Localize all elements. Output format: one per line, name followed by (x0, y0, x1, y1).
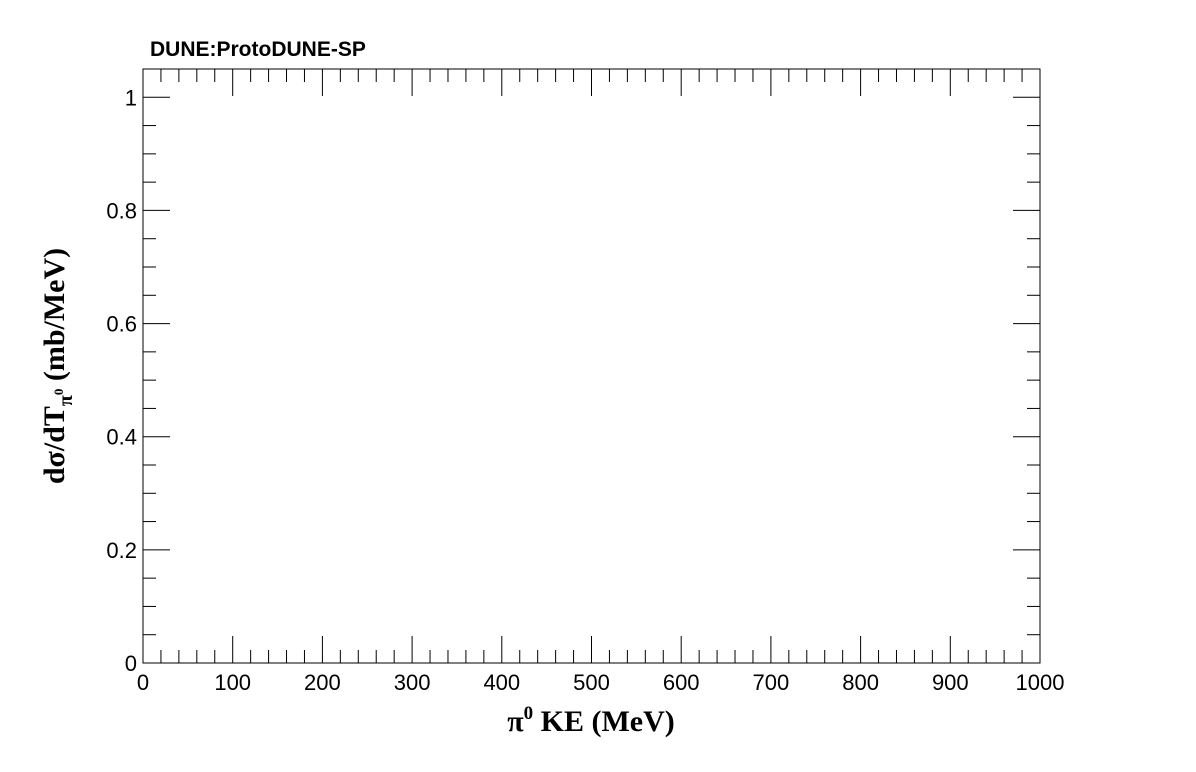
x-tick-label: 900 (932, 670, 969, 695)
x-axis-title-superscript: 0 (524, 703, 534, 724)
y-axis-title-subscript: π (55, 395, 77, 406)
y-axis-title-subscript-superscript: 0 (51, 389, 66, 396)
x-axis-title-rest: KE (MeV) (533, 705, 675, 738)
x-tick-label: 400 (483, 670, 520, 695)
x-tick-label: 300 (394, 670, 431, 695)
y-axis-title-rest: (mb/MeV) (38, 248, 71, 389)
x-tick-label: 600 (663, 670, 700, 695)
x-tick-label: 100 (214, 670, 251, 695)
y-axis-title-base: dσ/dT (38, 406, 71, 484)
y-tick-label: 0.2 (106, 538, 137, 563)
x-axis-title-symbol: π (507, 705, 524, 738)
x-tick-label: 200 (304, 670, 341, 695)
y-tick-label: 0.6 (106, 312, 137, 337)
y-axis-tick-labels: 0 0.2 0.4 0.6 0.8 1 (106, 85, 137, 676)
x-tick-label: 800 (842, 670, 879, 695)
y-tick-label: 1 (125, 85, 137, 110)
y-axis-title: dσ/dTπ0 (mb/MeV) (38, 248, 77, 484)
x-tick-label: 700 (753, 670, 790, 695)
plot-frame (142, 68, 1041, 664)
y-tick-label: 0.4 (106, 425, 137, 450)
x-axis-ticks (142, 69, 1041, 663)
y-tick-label: 0.8 (106, 198, 137, 223)
x-axis-title: π0 KE (MeV) (507, 703, 675, 738)
x-tick-label: 1000 (1016, 670, 1065, 695)
x-axis-tick-labels: 0 100 200 300 400 500 600 700 800 900 1000 (137, 670, 1065, 695)
x-tick-label: 0 (137, 670, 149, 695)
chart-title: DUNE:ProtoDUNE-SP (150, 38, 366, 61)
x-tick-label: 500 (573, 670, 610, 695)
y-axis-ticks (143, 68, 1040, 664)
y-tick-label: 0 (125, 651, 137, 676)
